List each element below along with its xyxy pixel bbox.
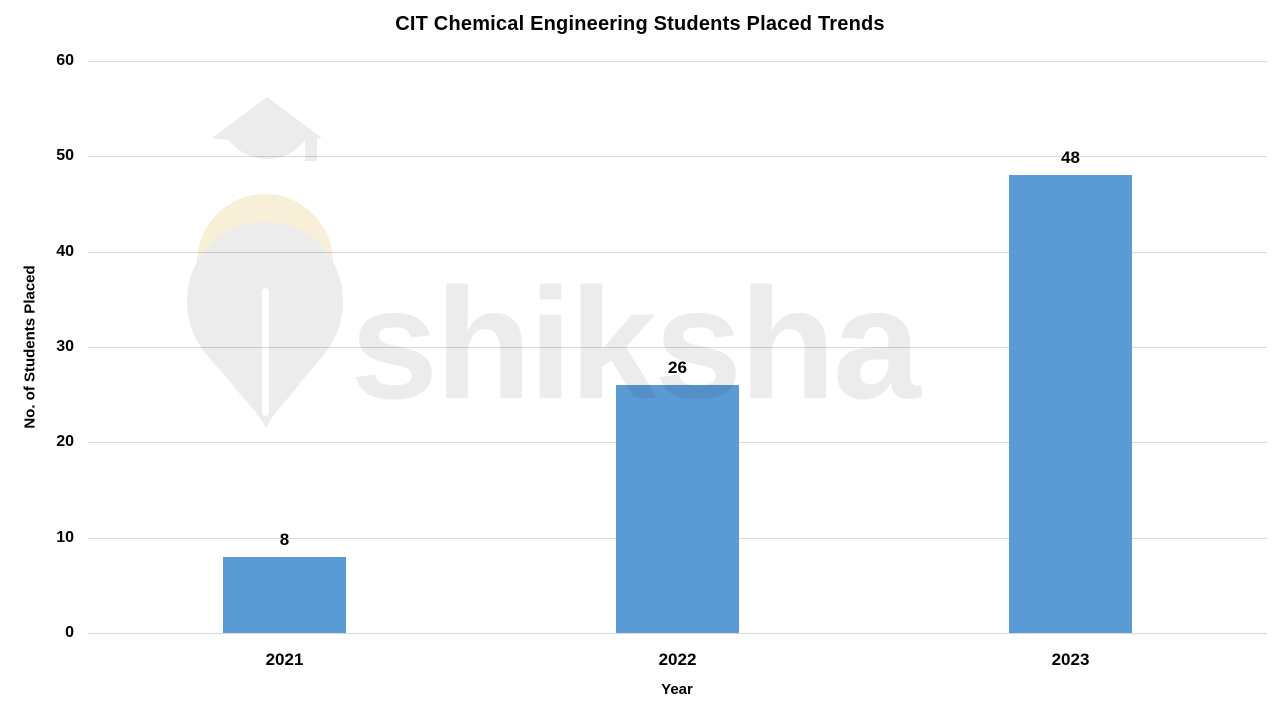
y-tick-label-10: 10 [56, 529, 74, 546]
y-tick-label-20: 20 [56, 433, 74, 450]
y-tick-label-30: 30 [56, 338, 74, 355]
bar-2023 [1009, 175, 1132, 633]
x-tick-label-2022: 2022 [658, 650, 697, 669]
y-tick-label-60: 60 [56, 52, 74, 69]
bar-2022 [616, 385, 739, 633]
gridline-y-0 [88, 633, 1267, 634]
bar-value-label-2023: 48 [1061, 148, 1080, 167]
y-tick-label-40: 40 [56, 243, 74, 260]
plot-area: 8 26 48 [88, 61, 1267, 634]
y-tick-label-50: 50 [56, 147, 74, 164]
gridline-y-30 [88, 347, 1267, 348]
gridline-y-60 [88, 61, 1267, 62]
x-axis-title: Year [661, 681, 693, 698]
chart-title: CIT Chemical Engineering Students Placed… [395, 13, 885, 35]
gridline-y-40 [88, 252, 1267, 253]
x-tick-label-2023: 2023 [1051, 650, 1090, 669]
gridline-y-50 [88, 156, 1267, 157]
bar-value-label-2021: 8 [279, 530, 290, 549]
y-tick-label-0: 0 [65, 624, 74, 641]
bar-2021 [223, 557, 346, 633]
bar-value-label-2022: 26 [668, 358, 687, 377]
x-tick-label-2021: 2021 [265, 650, 304, 669]
